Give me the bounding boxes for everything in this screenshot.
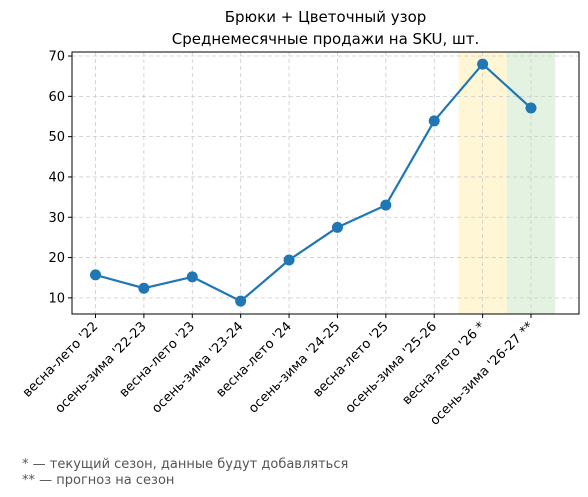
- y-tick-label: 40: [48, 170, 65, 185]
- y-tick-label: 10: [48, 291, 65, 306]
- series-line: [95, 62, 532, 303]
- x-tick-label: весна-лето '26 *: [400, 319, 489, 408]
- data-point: [525, 102, 537, 114]
- data-point: [428, 115, 440, 127]
- y-tick-label: 70: [48, 50, 65, 65]
- chart-title: Брюки + Цветочный узор: [224, 8, 427, 26]
- data-point: [90, 269, 101, 281]
- footnote-forecast: ** — прогноз на сезон: [22, 473, 175, 488]
- footnote-current-season: * — текущий сезон, данные будут добавлят…: [22, 457, 349, 472]
- season-highlight-band-0: [458, 52, 507, 314]
- chart-subtitle: Среднемесячные продажи на SKU, шт.: [171, 30, 480, 48]
- y-tick-label: 20: [48, 251, 65, 266]
- y-tick-label: 50: [48, 130, 65, 145]
- y-tick-label: 30: [48, 211, 65, 226]
- x-tick-label: осень-зима '25-26: [343, 319, 440, 416]
- data-point: [186, 271, 198, 283]
- x-tick-label: осень-зима '24-25: [246, 319, 343, 416]
- data-point: [477, 58, 489, 70]
- x-tick-label: осень-зима '23-24: [149, 319, 246, 416]
- data-point: [380, 199, 392, 211]
- data-point: [235, 295, 247, 307]
- plot-frame: [71, 51, 580, 315]
- y-tick-label: 60: [48, 90, 65, 105]
- data-point: [331, 221, 343, 233]
- data-point: [283, 254, 295, 266]
- x-tick-label: осень-зима '22-23: [52, 319, 149, 416]
- data-point: [138, 282, 150, 294]
